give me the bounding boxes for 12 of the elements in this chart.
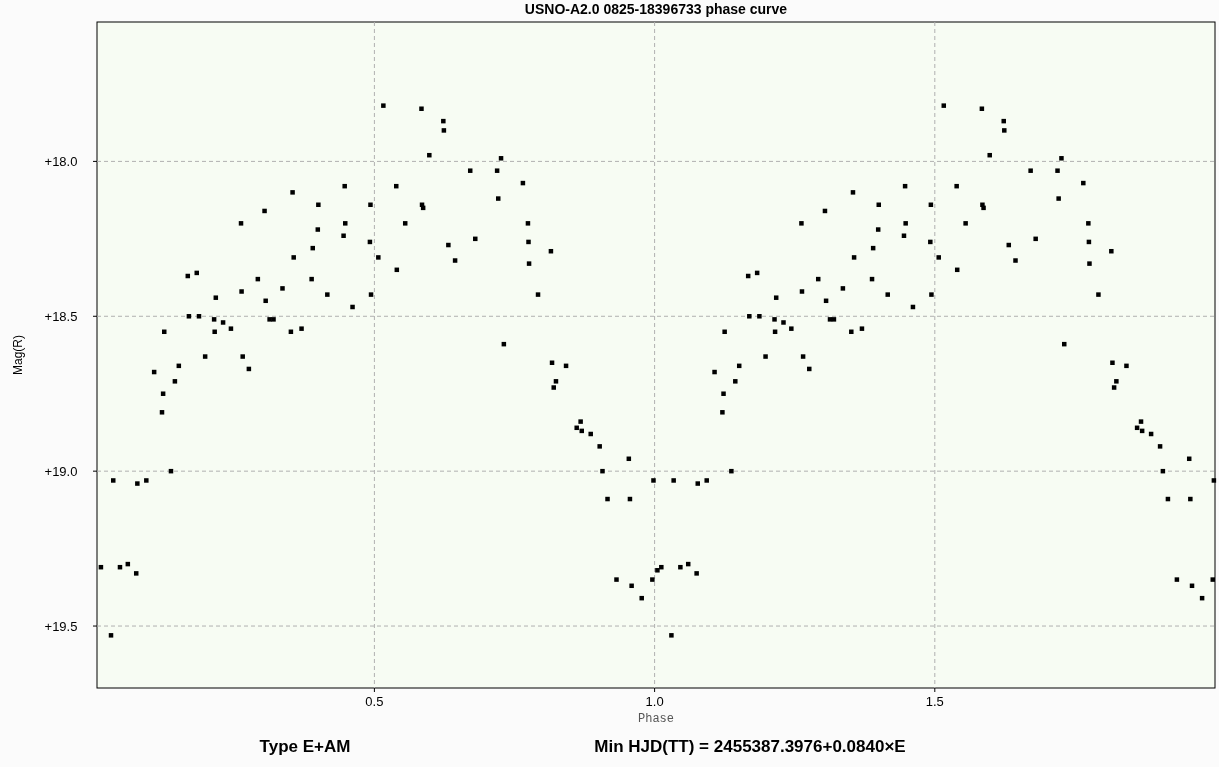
x-tick-label: 1.5 — [925, 694, 944, 709]
text: Min HJD(TT) = 2455387.3976+0.0840×E — [594, 737, 906, 756]
y-tick-label: +19.0 — [44, 464, 78, 480]
y-tick-label: +18.0 — [44, 154, 78, 170]
y-tick-label: +18.5 — [44, 309, 78, 325]
x-tick-label: 0.5 — [365, 694, 384, 709]
y-tick-label: +19.5 — [44, 619, 78, 635]
chart-title: USNO-A2.0 0825-18396733 phase curve — [524, 1, 788, 17]
x-axis-title: Phase — [637, 712, 675, 726]
x-tick-label: 1.0 — [645, 694, 664, 709]
text: Type E+AM — [259, 737, 351, 756]
y-axis-title: Mag(R) — [11, 334, 25, 376]
